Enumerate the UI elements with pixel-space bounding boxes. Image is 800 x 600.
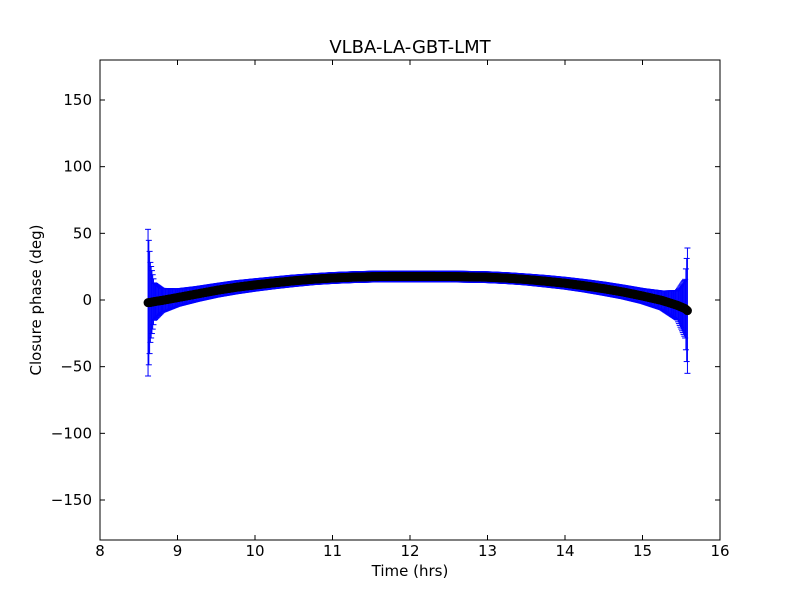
y-axis-label: Closure phase (deg) (27, 225, 45, 376)
y-tick-label: −50 (60, 358, 92, 376)
x-tick-label: 14 (555, 542, 574, 560)
y-tick-label: −100 (51, 424, 92, 442)
y-tick-label: 50 (73, 224, 92, 242)
x-tick-label: 11 (323, 542, 342, 560)
x-tick-label: 8 (95, 542, 105, 560)
tick-layer: 8 9 10 11 12 13 14 15 16 −150 −100 −50 0 50 100 150 (51, 60, 730, 560)
data-point (682, 306, 692, 316)
x-tick-label: 13 (478, 542, 497, 560)
y-tick-label: −150 (51, 491, 92, 509)
x-tick-label: 16 (710, 542, 729, 560)
x-tick-label: 12 (400, 542, 419, 560)
marker-layer (143, 271, 692, 316)
plot-frame (99, 59, 721, 541)
y-tick-label: 0 (82, 291, 92, 309)
y-tick-label: 100 (63, 158, 92, 176)
x-tick-label: 10 (245, 542, 264, 560)
x-tick-label: 15 (633, 542, 652, 560)
x-axis-label: Time (hrs) (371, 562, 449, 580)
y-tick-label: 150 (63, 91, 92, 109)
chart-title: VLBA-LA-GBT-LMT (329, 37, 491, 58)
x-tick-label: 9 (173, 542, 183, 560)
